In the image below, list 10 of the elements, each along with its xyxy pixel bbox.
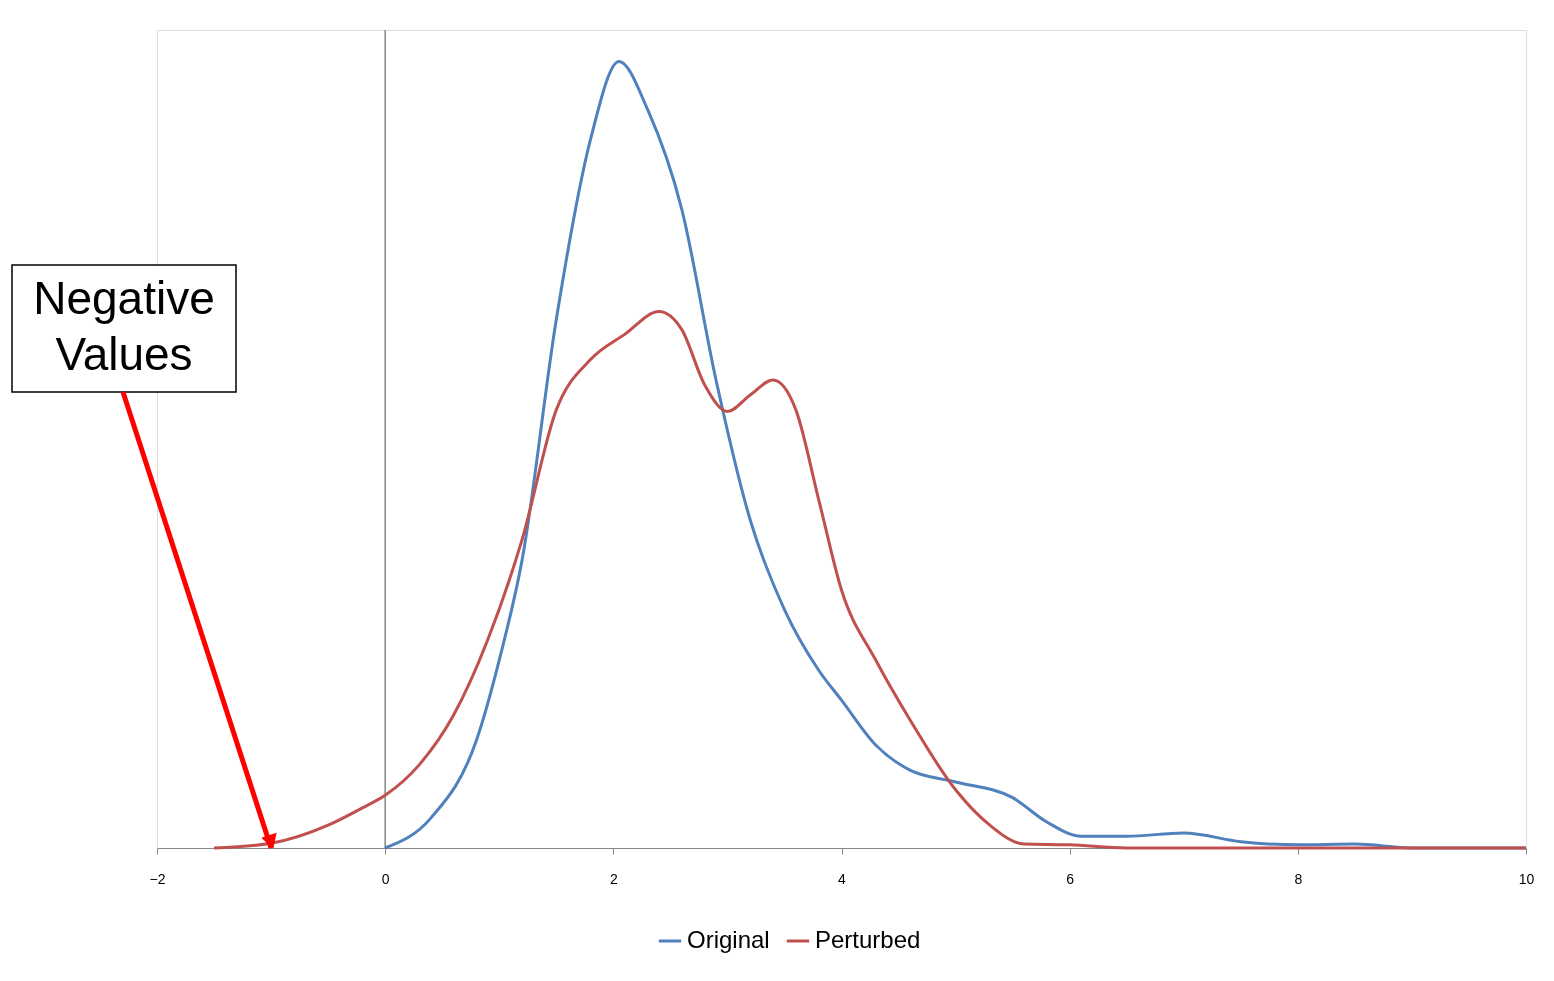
x-tick-label: 8: [1294, 870, 1303, 887]
x-tick-label: 10: [1518, 870, 1535, 887]
annotation: Negative Values: [33, 272, 215, 380]
x-tick-label: 6: [1066, 870, 1075, 887]
x-tick-label: −2: [149, 870, 166, 887]
x-tick-label: 0: [381, 870, 390, 887]
legend-label: Perturbed: [815, 926, 921, 953]
x-tick-label: 2: [609, 870, 618, 887]
legend-label: Original: [687, 926, 770, 953]
x-tick-label: 4: [838, 870, 847, 887]
